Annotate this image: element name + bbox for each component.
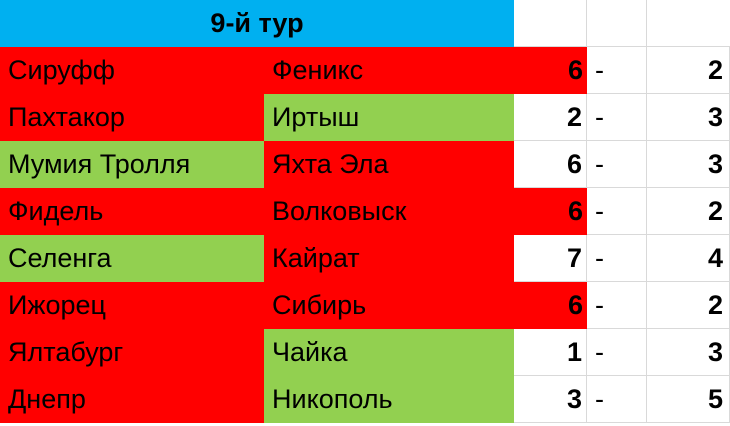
score-separator-cell[interactable]: - [587,94,647,141]
home-team-cell[interactable]: Сируфф [0,47,264,94]
away-team-cell[interactable]: Чайка [264,329,514,376]
away-team-cell[interactable]: Кайрат [264,235,514,282]
away-team-cell[interactable]: Волковыск [264,188,514,235]
away-team-cell[interactable]: Никополь [264,376,514,423]
home-score-cell[interactable]: 7 [514,235,587,282]
away-team-cell[interactable]: Иртыш [264,94,514,141]
table-row: Селенга Кайрат 7-4 [0,235,730,282]
home-team-cell[interactable]: Селенга [0,235,264,282]
empty-header-cell[interactable] [514,0,587,47]
away-team-cell[interactable]: Яхта Эла [264,141,514,188]
empty-header-cell[interactable] [587,0,647,47]
home-score-cell[interactable]: 6 [514,47,587,94]
away-score-cell[interactable]: 2 [647,282,730,329]
away-score-cell[interactable]: 3 [647,141,730,188]
table-row: Мумия Тролля Яхта Эла 6-3 [0,141,730,188]
table-row: Пахтакор Иртыш 2-3 [0,94,730,141]
score-separator-cell[interactable]: - [587,329,647,376]
away-score-cell[interactable]: 3 [647,329,730,376]
table-row: Днепр Никополь 3-5 [0,376,730,423]
score-separator-cell[interactable]: - [587,47,647,94]
table-row: Ялтабург Чайка 1-3 [0,329,730,376]
home-score-cell[interactable]: 1 [514,329,587,376]
away-score-cell[interactable]: 4 [647,235,730,282]
home-score-cell[interactable]: 6 [514,188,587,235]
score-separator-cell[interactable]: - [587,282,647,329]
empty-header-cell[interactable] [647,0,730,47]
away-team-cell[interactable]: Сибирь [264,282,514,329]
home-team-cell[interactable]: Фидель [0,188,264,235]
round-title[interactable]: 9-й тур [0,0,514,47]
away-score-cell[interactable]: 2 [647,188,730,235]
away-score-cell[interactable]: 5 [647,376,730,423]
away-team-cell[interactable]: Феникс [264,47,514,94]
home-score-cell[interactable]: 3 [514,376,587,423]
table-row: Фидель Волковыск 6-2 [0,188,730,235]
home-team-cell[interactable]: Пахтакор [0,94,264,141]
home-score-cell[interactable]: 6 [514,141,587,188]
home-score-cell[interactable]: 2 [514,94,587,141]
home-team-cell[interactable]: Днепр [0,376,264,423]
home-team-cell[interactable]: Ялтабург [0,329,264,376]
table-row: Ижорец Сибирь 6-2 [0,282,730,329]
home-score-cell[interactable]: 6 [514,282,587,329]
home-team-cell[interactable]: Ижорец [0,282,264,329]
score-separator-cell[interactable]: - [587,235,647,282]
score-separator-cell[interactable]: - [587,188,647,235]
score-separator-cell[interactable]: - [587,376,647,423]
away-score-cell[interactable]: 2 [647,47,730,94]
table-row: Сируфф Феникс 6-2 [0,47,730,94]
score-separator-cell[interactable]: - [587,141,647,188]
home-team-cell[interactable]: Мумия Тролля [0,141,264,188]
away-score-cell[interactable]: 3 [647,94,730,141]
